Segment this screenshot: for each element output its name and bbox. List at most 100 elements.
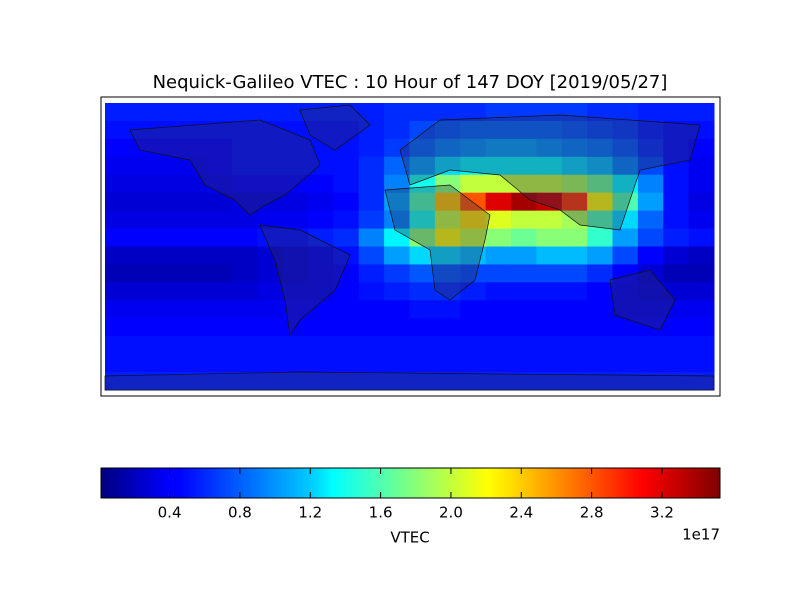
- heatmap-cell: [181, 318, 207, 337]
- heatmap-cell: [511, 318, 537, 337]
- heatmap-cell: [587, 156, 613, 176]
- land-outlines: [104, 104, 715, 391]
- heatmap-cell: [409, 138, 436, 158]
- heatmap-cell: [511, 228, 537, 247]
- heatmap-cell: [587, 336, 613, 355]
- colorbar-tick-label: 2.0: [439, 504, 463, 522]
- heatmap-cell: [206, 282, 233, 301]
- heatmap-cell: [663, 354, 690, 373]
- heatmap-cell: [536, 354, 563, 373]
- heatmap-cell: [282, 228, 309, 247]
- heatmap-cell: [231, 282, 258, 301]
- heatmap-cell: [130, 264, 157, 283]
- heatmap-cell: [511, 336, 537, 355]
- heatmap-cell: [663, 282, 690, 301]
- heatmap-cell: [434, 264, 461, 283]
- heatmap-cell: [155, 246, 182, 265]
- heatmap-cell: [308, 174, 334, 194]
- heatmap-cell: [587, 120, 613, 140]
- heatmap-cell: [485, 336, 512, 355]
- heatmap-cell: [231, 138, 258, 158]
- heatmap-cell: [105, 300, 131, 319]
- heatmap-cell: [511, 354, 537, 373]
- heatmap-cell: [434, 336, 461, 355]
- heatmap-cell: [485, 300, 512, 319]
- heatmap-cell: [485, 120, 512, 140]
- heatmap-cell: [308, 228, 334, 247]
- heatmap-cell: [637, 138, 664, 158]
- heatmap-cell: [663, 300, 690, 319]
- heatmap-cell: [485, 228, 512, 247]
- heatmap-cell: [663, 103, 690, 122]
- heatmap-cell: [231, 336, 258, 355]
- colorbar-tick-label: 3.2: [650, 504, 674, 522]
- heatmap-cell: [663, 264, 690, 283]
- heatmap-cell: [612, 246, 639, 265]
- south-america: [259, 224, 351, 336]
- heatmap-cell: [409, 156, 436, 176]
- heatmap-cell: [358, 210, 385, 230]
- heatmap-cell: [460, 228, 487, 247]
- heatmap-cell: [257, 318, 284, 337]
- heatmap-cell: [612, 336, 639, 355]
- heatmap-cell: [536, 336, 563, 355]
- heatmap-cell: [105, 210, 131, 230]
- heatmap-cell: [663, 192, 690, 212]
- heatmap-cell: [333, 282, 360, 301]
- heatmap-cell: [206, 228, 233, 247]
- heatmap-cell: [409, 336, 436, 355]
- heatmap-cell: [308, 318, 334, 337]
- heatmap-cell: [333, 138, 360, 158]
- heatmap-cell: [612, 228, 639, 247]
- heatmap-cell: [105, 228, 131, 247]
- heatmap-cell: [536, 192, 563, 212]
- heatmap-cell: [130, 354, 157, 373]
- heatmap-cell: [206, 318, 233, 337]
- heatmap-cell: [282, 300, 309, 319]
- heatmap-cell: [358, 354, 385, 373]
- heatmap-cell: [637, 282, 664, 301]
- heatmap-cell: [333, 174, 360, 194]
- colorbar: [100, 467, 721, 499]
- heatmap-cell: [333, 210, 360, 230]
- heatmap-cell: [181, 264, 207, 283]
- heatmap-cell: [688, 192, 715, 212]
- heatmap-cell: [434, 120, 461, 140]
- heatmap-cell: [637, 372, 664, 391]
- heatmap-cell: [308, 192, 334, 212]
- heatmap-cell: [130, 318, 157, 337]
- heatmap-cell: [105, 192, 131, 212]
- heatmap-cell: [257, 282, 284, 301]
- heatmap-cell: [434, 318, 461, 337]
- heatmap-cell: [105, 156, 131, 176]
- heatmap-cell: [155, 228, 182, 247]
- heatmap-cell: [358, 120, 385, 140]
- heatmap-cell: [358, 228, 385, 247]
- heatmap-cell: [485, 264, 512, 283]
- heatmap-cell: [130, 103, 157, 122]
- heatmap-cell: [384, 120, 410, 140]
- heatmap-cell: [358, 372, 385, 391]
- heatmap-cell: [536, 372, 563, 391]
- heatmap-cell: [511, 246, 537, 265]
- heatmap-cell: [663, 138, 690, 158]
- heatmap-cell: [231, 264, 258, 283]
- heatmap-cell: [409, 246, 436, 265]
- heatmap-cell: [587, 372, 613, 391]
- heatmap-cell: [587, 354, 613, 373]
- heatmap-cell: [637, 246, 664, 265]
- heatmap-cell: [181, 228, 207, 247]
- heatmap-cell: [561, 372, 588, 391]
- heatmap-cell: [181, 246, 207, 265]
- heatmap-cell: [308, 156, 334, 176]
- heatmap-cell: [155, 192, 182, 212]
- heatmap-cell: [637, 156, 664, 176]
- heatmap-cell: [663, 174, 690, 194]
- heatmap-cell: [460, 318, 487, 337]
- heatmap-cell: [206, 192, 233, 212]
- heatmap-cell: [637, 336, 664, 355]
- heatmap-cell: [460, 300, 487, 319]
- heatmap-cell: [105, 318, 131, 337]
- heatmap-cell: [282, 264, 309, 283]
- heatmap-cell: [688, 282, 715, 301]
